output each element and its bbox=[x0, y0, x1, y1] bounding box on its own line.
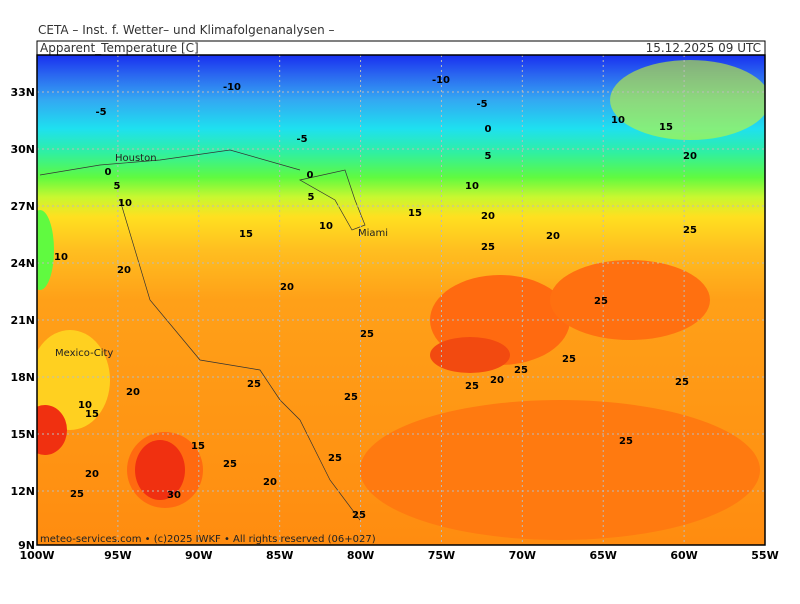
contour-label: 15 bbox=[239, 229, 253, 240]
lon-label: 85W bbox=[266, 549, 293, 562]
contour-label: 5 bbox=[114, 181, 121, 192]
contour-label: 20 bbox=[263, 477, 277, 488]
contour-label: 25 bbox=[675, 377, 689, 388]
lon-label: 90W bbox=[185, 549, 212, 562]
city-label: Miami bbox=[358, 228, 388, 239]
contour-label: 20 bbox=[481, 211, 495, 222]
contour-label: 25 bbox=[619, 436, 633, 447]
contour-label: 20 bbox=[117, 265, 131, 276]
city-label: Houston bbox=[115, 153, 157, 164]
lon-label: 65W bbox=[589, 549, 616, 562]
lat-label: 15N bbox=[10, 428, 35, 441]
lon-label: 55W bbox=[751, 549, 778, 562]
contour-label: 25 bbox=[247, 379, 261, 390]
map-title: Apparent_Temperature [C] bbox=[40, 41, 199, 55]
contour-label: 25 bbox=[70, 489, 84, 500]
contour-label: 10 bbox=[319, 221, 333, 232]
contour-label: 0 bbox=[105, 167, 112, 178]
contour-label: 20 bbox=[490, 375, 504, 386]
contour-label: -5 bbox=[476, 99, 487, 110]
lat-label: 30N bbox=[10, 143, 35, 156]
lon-label: 70W bbox=[509, 549, 536, 562]
contour-label: 25 bbox=[352, 510, 366, 521]
contour-label: 20 bbox=[126, 387, 140, 398]
contour-label: 25 bbox=[223, 459, 237, 470]
lat-label: 24N bbox=[10, 257, 35, 270]
contour-label: -5 bbox=[296, 134, 307, 145]
map-time: 15.12.2025 09 UTC bbox=[646, 41, 761, 55]
lon-label: 100W bbox=[19, 549, 54, 562]
lat-label: 18N bbox=[10, 371, 35, 384]
contour-label: 25 bbox=[481, 242, 495, 253]
contour-label: -10 bbox=[432, 75, 450, 86]
contour-label: 25 bbox=[360, 329, 374, 340]
lat-label: 12N bbox=[10, 485, 35, 498]
lat-label: 9N bbox=[18, 539, 35, 552]
contour-label: 10 bbox=[611, 115, 625, 126]
contour-label: 25 bbox=[562, 354, 576, 365]
contour-label: 15 bbox=[659, 122, 673, 133]
lat-label: 21N bbox=[10, 314, 35, 327]
map-frame bbox=[36, 54, 766, 546]
contour-label: -10 bbox=[223, 82, 241, 93]
contour-label: 0 bbox=[485, 124, 492, 135]
contour-label: 20 bbox=[85, 469, 99, 480]
contour-label: 15 bbox=[85, 409, 99, 420]
contour-label: 15 bbox=[191, 441, 205, 452]
city-label: Mexico-City bbox=[55, 348, 113, 359]
lon-label: 80W bbox=[347, 549, 374, 562]
contour-label: 25 bbox=[465, 381, 479, 392]
contour-label: 10 bbox=[78, 400, 92, 411]
contour-label: 5 bbox=[308, 192, 315, 203]
contour-label: 30 bbox=[167, 490, 181, 501]
contour-label: 5 bbox=[485, 151, 492, 162]
lon-label: 75W bbox=[428, 549, 455, 562]
contour-label: 10 bbox=[118, 198, 132, 209]
lat-label: 33N bbox=[10, 86, 35, 99]
contour-label: 20 bbox=[280, 282, 294, 293]
contour-label: 20 bbox=[546, 231, 560, 242]
header-title: CETA – Inst. f. Wetter– und Klimafolgena… bbox=[38, 23, 335, 37]
contour-label: 25 bbox=[594, 296, 608, 307]
contour-label: 25 bbox=[344, 392, 358, 403]
contour-label: 25 bbox=[328, 453, 342, 464]
contour-label: 20 bbox=[683, 151, 697, 162]
footer: meteo-services.com • (c)2025 IWKF • All … bbox=[40, 534, 376, 545]
contour-label: 25 bbox=[683, 225, 697, 236]
contour-label: 10 bbox=[54, 252, 68, 263]
contour-label: 10 bbox=[465, 181, 479, 192]
contour-label: 25 bbox=[514, 365, 528, 376]
contour-label: 0 bbox=[307, 170, 314, 181]
field bbox=[37, 55, 765, 545]
lat-label: 27N bbox=[10, 200, 35, 213]
lon-label: 60W bbox=[670, 549, 697, 562]
contour-label: 15 bbox=[408, 208, 422, 219]
lon-label: 95W bbox=[104, 549, 131, 562]
contour-label: -5 bbox=[95, 107, 106, 118]
